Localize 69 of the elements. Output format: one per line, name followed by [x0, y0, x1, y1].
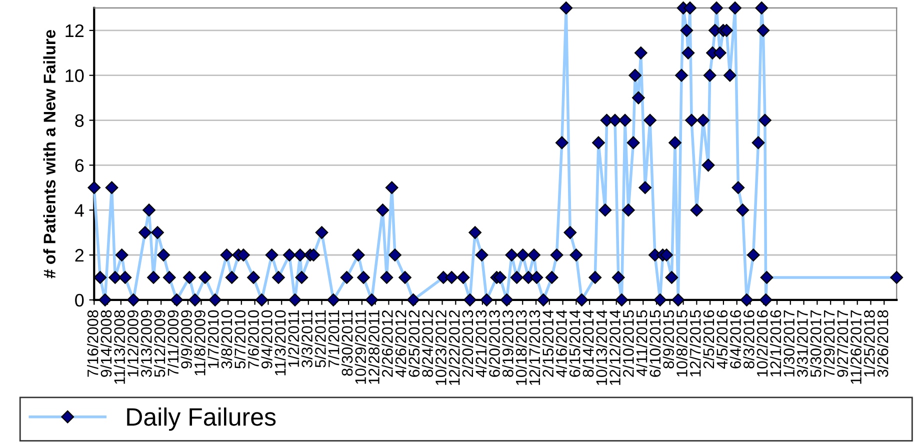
x-tick-label: 4/26/2012 [394, 310, 406, 378]
x-tick-label: 6/25/2012 [408, 310, 420, 377]
y-tick-label: 12 [66, 24, 84, 37]
x-tick-label: 1/7/2010 [208, 310, 219, 368]
x-tick-label: 10/18/2013 [515, 310, 527, 385]
x-tick-label: 10/8/2015 [676, 310, 688, 376]
x-tick-label: 12/17/2013 [528, 310, 540, 385]
x-tick-label: 11/3/2010 [274, 310, 286, 376]
x-tick-label: 10/13/2014 [596, 310, 608, 385]
x-tick-label: 8/14/2014 [582, 310, 594, 377]
x-tick-label: 1/2/2011 [288, 310, 300, 367]
x-tick-label: 4/5/2016 [716, 310, 728, 369]
x-tick-label: 8/9/2015 [662, 310, 674, 368]
x-tick-label: 11/13/2008 [114, 310, 126, 384]
y-tick-label: 10 [66, 69, 84, 82]
x-tick-label: 3/31/2017 [796, 310, 808, 378]
x-tick-label: 4/21/2013 [475, 310, 487, 378]
x-tick-label: 11/8/2009 [194, 310, 206, 376]
y-axis-title: # of Patients with a New Failure [43, 30, 56, 278]
x-tick-label: 3/13/2009 [140, 310, 152, 378]
x-tick-label: 3/26/2018 [877, 310, 888, 378]
y-tick-label: 8 [75, 114, 84, 127]
x-tick-label: 7/16/2008 [87, 310, 98, 377]
x-tick-label: 5/12/2009 [154, 310, 166, 377]
x-tick-label: 12/12/2014 [609, 310, 620, 385]
x-tick-label: 3/8/2010 [220, 310, 232, 369]
x-tick-label: 12/1/2016 [770, 310, 782, 376]
x-tick-label: 2/26/2012 [382, 310, 393, 377]
x-tick-label: 6/4/2016 [730, 310, 741, 368]
x-tick-label: 2/5/2016 [702, 310, 714, 368]
x-tick-label: 6/10/2015 [649, 310, 661, 377]
x-tick-label: 9/27/2017 [836, 310, 848, 377]
x-tick-label: 10/23/2012 [435, 310, 446, 385]
x-tick-label: 7/29/2017 [823, 310, 835, 377]
x-tick-label: 9/4/2010 [261, 310, 272, 368]
x-tick-label: 5/30/2017 [810, 310, 822, 377]
x-tick-label: 8/24/2012 [422, 310, 433, 377]
y-tick-label: 2 [75, 248, 84, 262]
x-tick-label: 7/1/2011 [328, 310, 340, 368]
x-tick-label: 8/3/2016 [743, 310, 754, 368]
x-tick-label: 12/22/2012 [448, 310, 460, 385]
x-tick-label: 6/20/2013 [488, 310, 500, 377]
y-tick-label: 6 [75, 159, 84, 172]
x-tick-label: 4/16/2014 [556, 310, 567, 378]
x-tick-label: 8/30/2011 [341, 310, 353, 376]
x-tick-label: 2/10/2015 [622, 310, 634, 377]
x-tick-label: 12/7/2015 [690, 310, 701, 376]
y-tick-label: 0 [75, 294, 84, 307]
x-tick-label: 8/19/2013 [502, 310, 514, 377]
x-tick-label: 4/11/2015 [636, 310, 648, 376]
x-tick-label: 7/6/2010 [248, 310, 259, 368]
x-tick-label: 3/3/2011 [301, 310, 312, 368]
x-tick-label: 5/7/2010 [234, 310, 246, 368]
y-tick-label: 4 [74, 204, 84, 217]
legend-label: Daily Failures [127, 407, 276, 431]
x-tick-label: 7/11/2009 [167, 310, 179, 376]
x-tick-label: 1/30/2017 [783, 310, 795, 376]
x-tick-label: 10/2/2016 [756, 310, 768, 376]
x-tick-label: 2/15/2014 [542, 310, 554, 377]
x-tick-label: 5/2/2011 [314, 310, 326, 368]
x-tick-label: 2/20/2013 [462, 310, 474, 377]
x-tick-label: 10/29/2011 [354, 310, 366, 384]
x-tick-label: 9/9/2009 [180, 310, 192, 368]
x-tick-label: 6/15/2014 [569, 310, 580, 377]
x-tick-label: 1/12/2009 [127, 310, 138, 376]
x-tick-label: 12/28/2011 [368, 310, 380, 384]
x-tick-label: 1/25/2018 [864, 310, 875, 376]
x-tick-label: 9/14/2008 [100, 310, 112, 377]
x-tick-label: 11/26/2017 [850, 310, 862, 384]
